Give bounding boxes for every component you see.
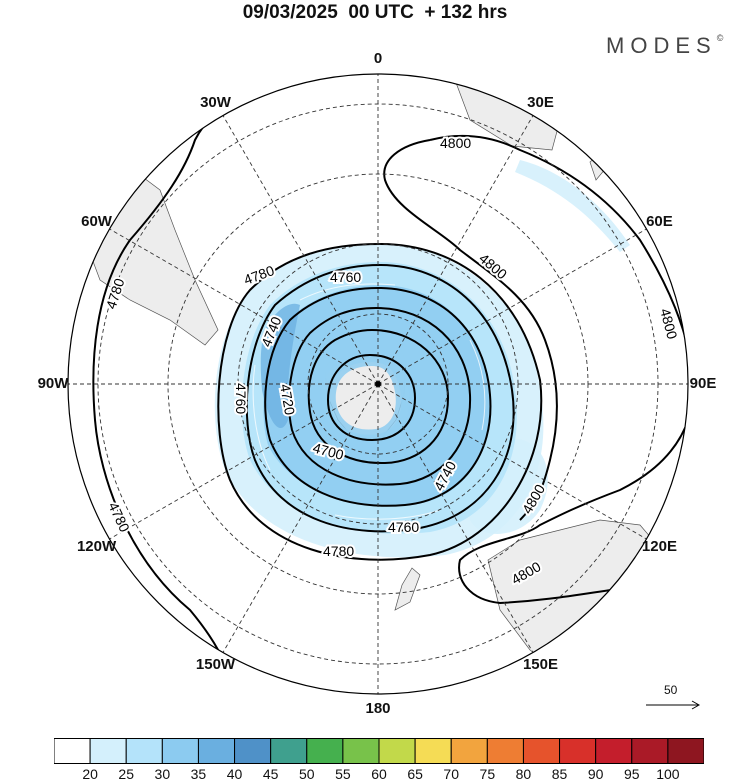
land-madagascar bbox=[589, 154, 607, 181]
pole-marker bbox=[375, 381, 381, 387]
contour-4720 bbox=[288, 306, 472, 486]
longitude-label: 60E bbox=[646, 212, 673, 230]
colorbar-label: 85 bbox=[551, 766, 568, 782]
colorbar-label: 45 bbox=[262, 766, 279, 782]
shade-35-40 bbox=[263, 285, 491, 506]
colorbar-swatch bbox=[125, 738, 163, 764]
contour-4680 bbox=[326, 353, 417, 442]
colorbar-label: 40 bbox=[226, 766, 243, 782]
colorbar-swatch bbox=[161, 738, 199, 764]
contour-4700 bbox=[307, 328, 450, 465]
contour-4740 bbox=[264, 286, 492, 507]
shade-40-45 bbox=[260, 303, 300, 429]
brand-name: MODES bbox=[606, 33, 717, 58]
colorbar-label: 60 bbox=[371, 766, 387, 782]
colorbar-label: 25 bbox=[118, 766, 134, 782]
colorbar-swatch bbox=[234, 738, 272, 764]
meridian-line bbox=[377, 383, 534, 653]
colorbar-swatch bbox=[414, 738, 452, 764]
longitude-label: 90W bbox=[37, 375, 69, 392]
colorbar-swatch bbox=[631, 738, 669, 764]
meridian-line bbox=[109, 228, 379, 385]
longitude-label: 150W bbox=[195, 656, 236, 674]
meridian-line bbox=[222, 115, 379, 385]
colorbar-label: 90 bbox=[587, 766, 604, 782]
colorbar-label: 55 bbox=[335, 766, 351, 782]
streamline-1 bbox=[299, 283, 396, 301]
colorbar-label: 65 bbox=[407, 766, 423, 782]
colorbar-swatch bbox=[450, 738, 488, 764]
colorbar-label: 80 bbox=[515, 766, 532, 782]
streamline-3 bbox=[334, 509, 441, 520]
colorbar-label: 50 bbox=[298, 766, 315, 782]
colorbar-swatch bbox=[559, 738, 597, 764]
streamline-2 bbox=[469, 339, 486, 431]
reference-arrow-head bbox=[691, 700, 701, 710]
colorbar-label: 30 bbox=[154, 766, 171, 782]
contour-label: 4780 bbox=[323, 543, 354, 559]
longitude-label: 0 bbox=[373, 50, 383, 67]
colorbar-swatch bbox=[197, 738, 236, 764]
contour-label: 4760 bbox=[233, 383, 249, 414]
longitude-label: 120W bbox=[76, 537, 117, 555]
colorbar-swatch bbox=[378, 738, 416, 764]
graticule bbox=[68, 74, 688, 694]
land-south-america bbox=[79, 159, 219, 346]
meridians bbox=[68, 74, 688, 694]
meridian-line bbox=[222, 383, 379, 653]
longitude-label: 30E bbox=[527, 93, 554, 111]
longitude-label: 120E bbox=[641, 537, 677, 555]
longitude-label: 150E bbox=[522, 656, 559, 674]
colorbar-label: 20 bbox=[82, 766, 98, 782]
colorbar-swatch bbox=[595, 738, 633, 764]
contour-4780 bbox=[217, 242, 543, 561]
colorbar-swatch bbox=[89, 738, 127, 764]
longitude-label: 180 bbox=[365, 700, 391, 717]
contour-label: 4780 bbox=[105, 500, 133, 535]
colorbar-label: 100 bbox=[656, 766, 680, 782]
colorbar-label: 75 bbox=[479, 766, 496, 782]
colorbar-swatch bbox=[54, 738, 91, 764]
colorbar bbox=[54, 738, 704, 764]
height-contours bbox=[92, 74, 688, 691]
contour-4800-east bbox=[429, 134, 688, 605]
colorbar-swatch bbox=[306, 738, 344, 764]
colorbar-swatch bbox=[522, 738, 561, 764]
colorbar-label: 95 bbox=[623, 766, 640, 782]
longitude-label: 30W bbox=[200, 93, 231, 111]
longitude-label: 90E bbox=[689, 375, 717, 392]
landmasses bbox=[79, 74, 681, 691]
contour-label: 4760 bbox=[330, 269, 361, 285]
brand-logo: MODES© bbox=[606, 33, 723, 59]
colorbar-label: 35 bbox=[190, 766, 207, 782]
colorbar-swatch bbox=[486, 738, 524, 764]
chart-title: 09/03/2025 00 UTC + 132 hrs bbox=[242, 2, 508, 23]
land-new-zealand bbox=[394, 567, 421, 611]
wind-reference-label: 50 bbox=[664, 683, 678, 697]
streamline-4 bbox=[252, 364, 271, 471]
meridian-line bbox=[377, 383, 647, 540]
meridian-line bbox=[377, 228, 647, 385]
meridian-line bbox=[377, 115, 534, 385]
contour-4760 bbox=[245, 263, 515, 533]
copyright-mark: © bbox=[716, 32, 724, 43]
wind-reference-arrow bbox=[646, 700, 701, 710]
wind-streamlines bbox=[252, 283, 486, 520]
colorbar-swatch bbox=[270, 738, 308, 764]
colorbar-swatch bbox=[667, 738, 704, 764]
contour-label: 4800 bbox=[440, 135, 471, 151]
colorbar-swatch bbox=[342, 738, 380, 764]
meridian-line bbox=[109, 383, 379, 540]
longitude-label: 60W bbox=[81, 212, 112, 230]
colorbar-label: 70 bbox=[443, 766, 459, 782]
contour-4800-inner bbox=[383, 139, 558, 521]
contour-label: 4760 bbox=[388, 519, 419, 535]
shade-jet-east bbox=[515, 160, 630, 252]
map-boundary bbox=[67, 73, 689, 695]
